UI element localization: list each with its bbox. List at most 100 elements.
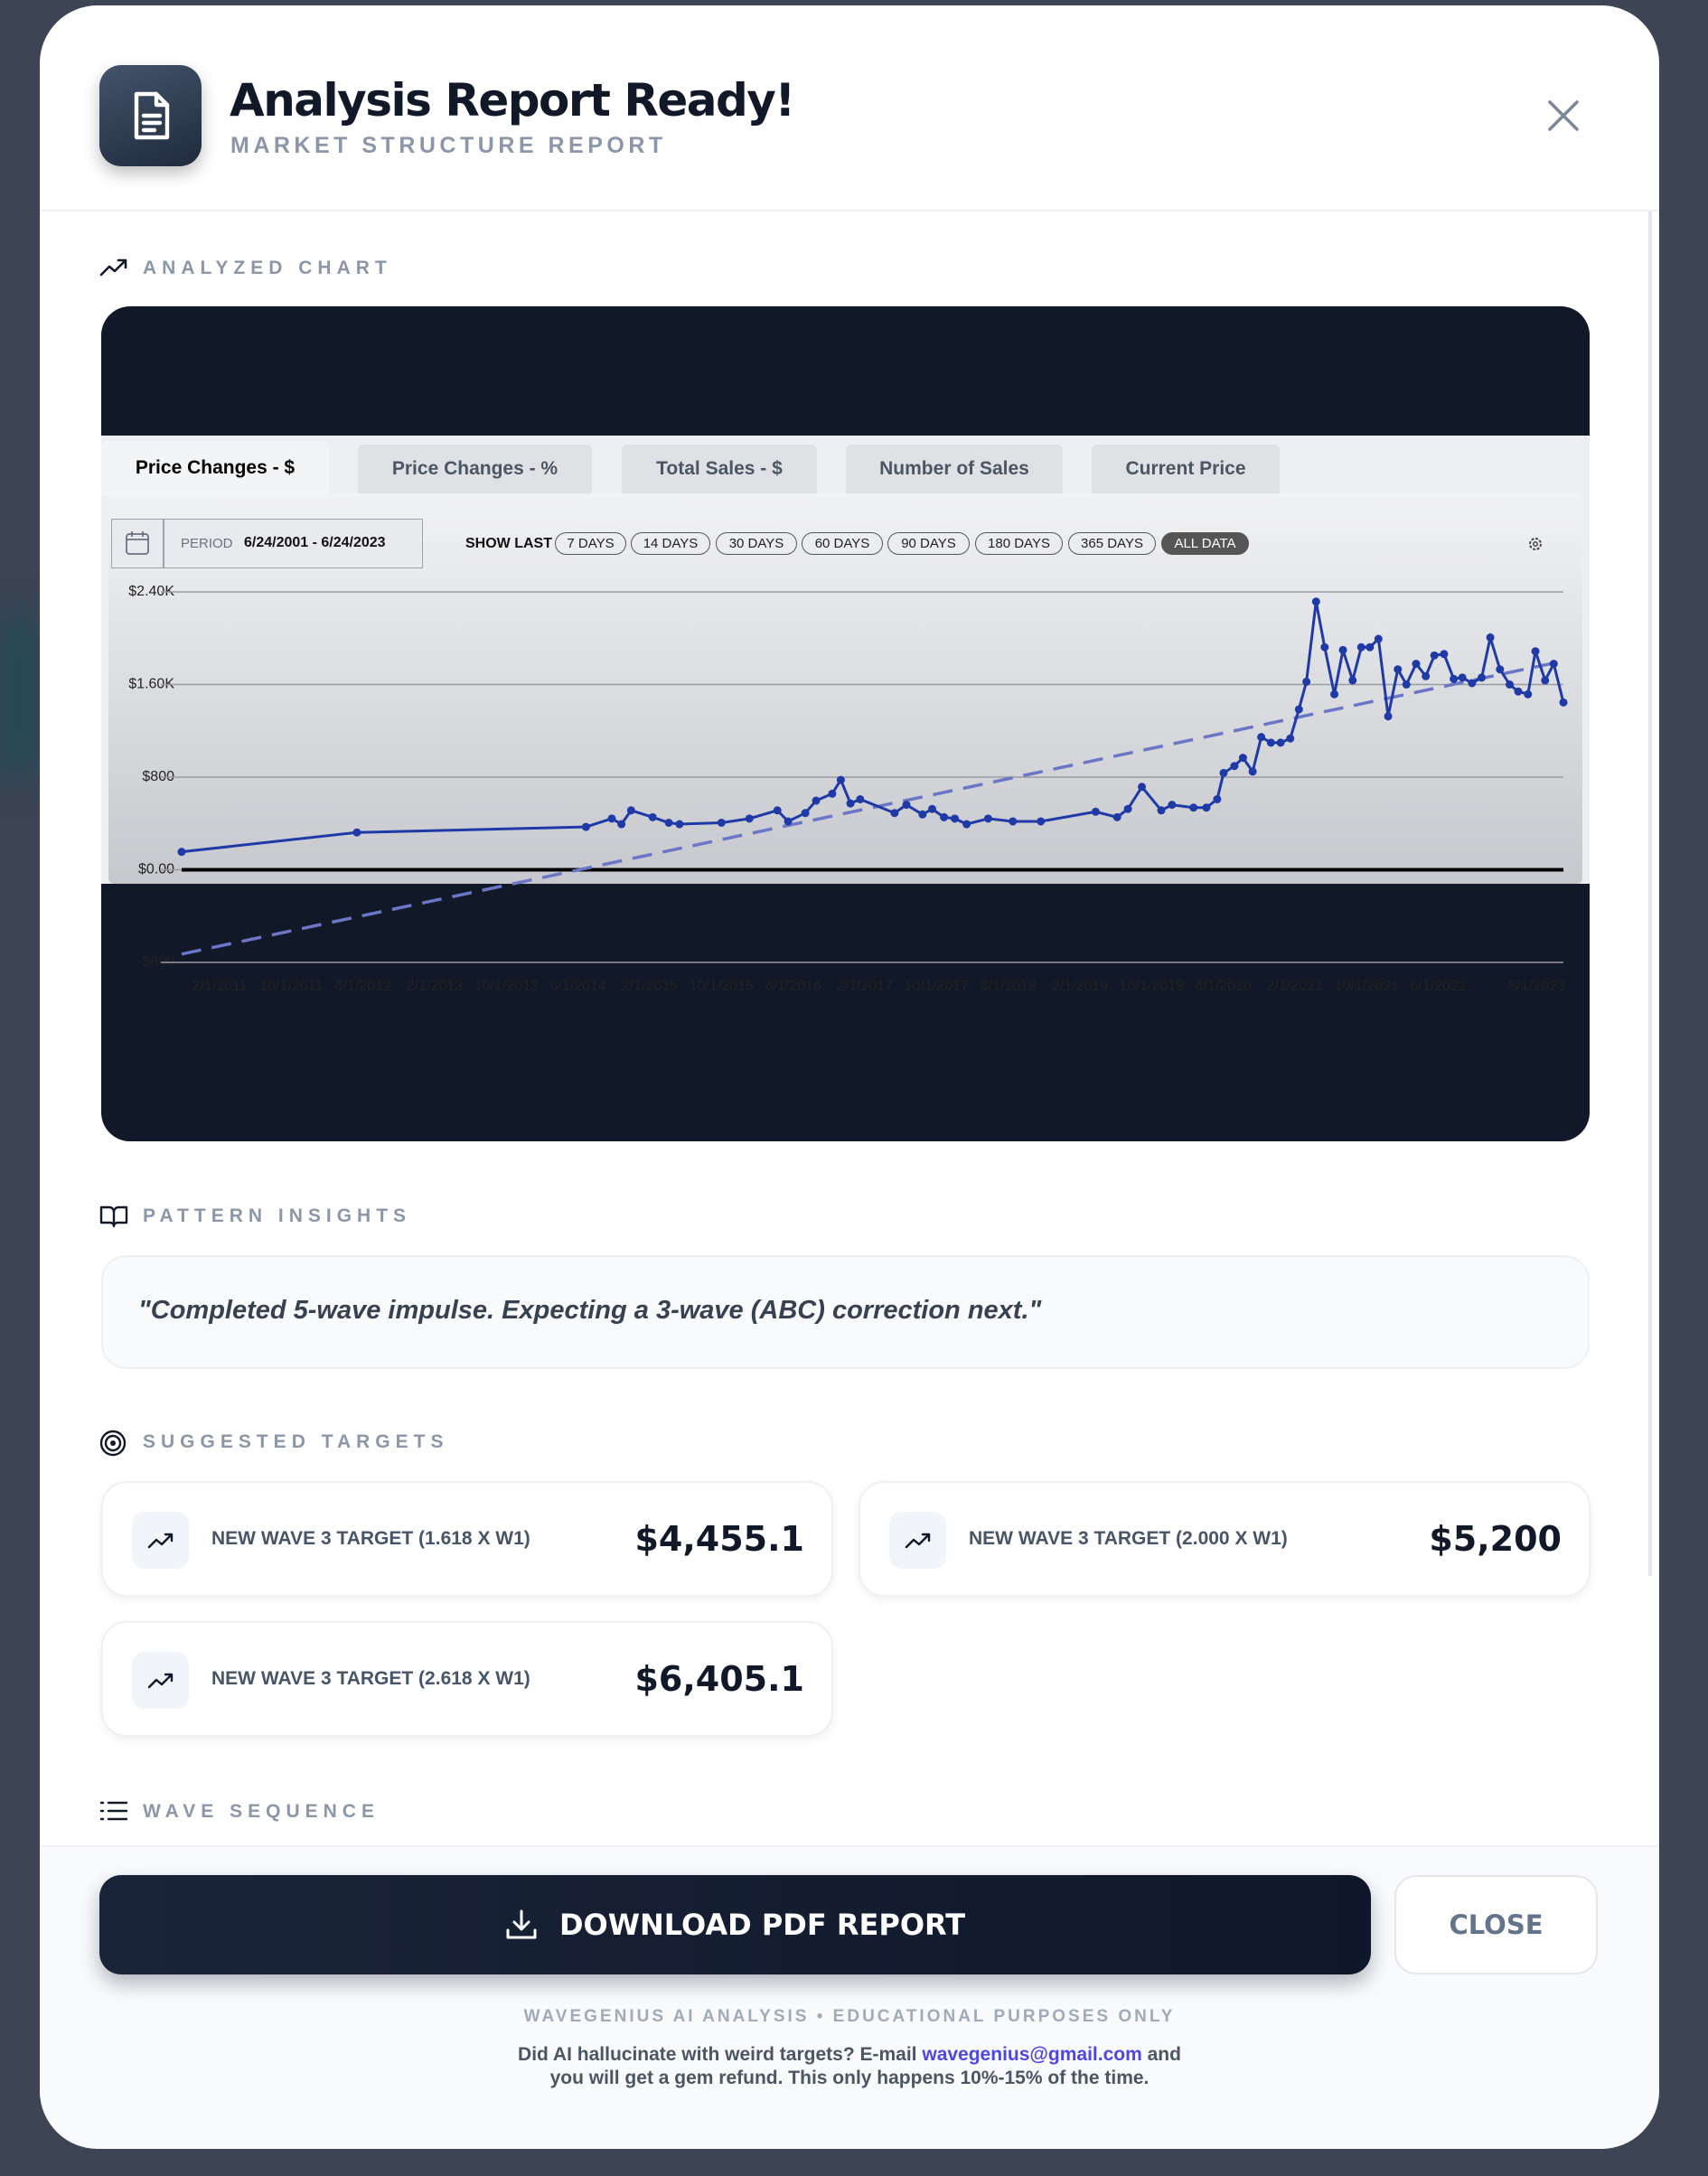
data-point	[1213, 794, 1222, 803]
range-button[interactable]: 365 DAYS	[1068, 532, 1156, 555]
data-point	[352, 828, 361, 837]
calendar-icon	[126, 531, 149, 555]
data-point	[1338, 645, 1347, 654]
data-point	[928, 804, 937, 813]
x-tick-label: 2/1/2019	[1052, 979, 1108, 994]
data-point	[1112, 812, 1121, 821]
data-point	[1230, 762, 1239, 771]
data-point	[1037, 817, 1046, 826]
close-icon[interactable]	[1547, 99, 1580, 132]
data-point	[617, 820, 626, 829]
data-point	[1541, 676, 1550, 685]
range-button[interactable]: 14 DAYS	[631, 532, 710, 555]
data-point	[1506, 680, 1515, 689]
data-point	[836, 775, 845, 784]
tab[interactable]: Total Sales - $	[622, 445, 817, 493]
x-tick-label: 6/1/2018	[981, 979, 1037, 994]
data-point	[951, 814, 960, 823]
trend-icon	[147, 1673, 173, 1688]
data-point	[1356, 642, 1365, 652]
data-point	[581, 822, 590, 831]
data-point	[784, 817, 793, 826]
x-tick-label: 10/1/2017	[905, 979, 969, 994]
close-button[interactable]: CLOSE	[1394, 1875, 1598, 1974]
data-point	[1294, 705, 1303, 714]
data-point	[1189, 803, 1198, 812]
scrollbar	[1648, 211, 1652, 1576]
y-tick-label: $800	[142, 769, 174, 784]
x-tick-label: 10/1/2015	[690, 979, 754, 994]
period-label: PERIOD	[181, 536, 233, 551]
data-point	[1450, 674, 1459, 683]
data-point	[1248, 767, 1257, 776]
data-point	[1091, 807, 1100, 816]
range-button[interactable]: 30 DAYS	[716, 532, 797, 555]
x-tick-label: 6/1/2022	[1410, 979, 1466, 994]
insight-box	[101, 1255, 1590, 1369]
tab[interactable]: Price Changes - $	[101, 441, 329, 495]
data-point	[1348, 676, 1357, 685]
period-box[interactable]: PERIOD 6/24/2001 - 6/24/2023	[111, 519, 423, 568]
subtitle: MARKET STRUCTURE REPORT	[230, 133, 667, 158]
range-button[interactable]: 60 DAYS	[802, 532, 883, 555]
target-icon	[99, 1430, 127, 1457]
data-point	[1157, 806, 1166, 815]
target-value: $6,405.1	[634, 1659, 804, 1699]
x-tick-label: 2/1/2011	[192, 979, 247, 994]
icon-box	[132, 1512, 189, 1569]
tab[interactable]: Current Price	[1092, 445, 1280, 493]
data-point	[940, 812, 949, 821]
trend-icon	[99, 258, 127, 277]
data-point	[1402, 680, 1411, 689]
email-link[interactable]: wavegenius@gmail.com	[922, 2044, 1142, 2065]
download-button[interactable]: DOWNLOAD PDF REPORT	[99, 1875, 1371, 1974]
range-button[interactable]: 180 DAYS	[975, 532, 1063, 555]
section-heading: PATTERN INSIGHTS	[143, 1205, 412, 1226]
x-tick-label: 6/1/2016	[765, 979, 821, 994]
tab[interactable]: Number of Sales	[846, 445, 1063, 493]
data-point	[1138, 783, 1147, 792]
icon-box	[132, 1652, 189, 1709]
data-point	[1320, 642, 1329, 652]
data-point	[1422, 671, 1431, 680]
data-point	[1302, 677, 1311, 686]
data-point	[1478, 673, 1487, 682]
data-point	[856, 794, 865, 803]
show-last-label: SHOW LAST	[465, 536, 552, 551]
tab[interactable]: Price Changes - %	[358, 445, 592, 493]
target-card: NEW WAVE 3 TARGET (2.000 X W1) $5,200	[859, 1481, 1591, 1597]
data-point	[1514, 687, 1523, 696]
note-text: you will get a gem refund. This only hap…	[549, 2068, 1150, 2088]
refund-note: Did AI hallucinate with weird targets? E…	[40, 2043, 1659, 2090]
list-icon	[99, 1801, 128, 1821]
range-button[interactable]: 90 DAYS	[887, 532, 970, 555]
period-separator	[163, 520, 164, 567]
data-point	[1168, 801, 1177, 810]
data-point	[745, 814, 754, 823]
range-button[interactable]: 7 DAYS	[555, 532, 626, 555]
x-tick-label: 2/1/2021	[1267, 979, 1323, 994]
title: Analysis Report Ready!	[230, 74, 795, 127]
data-point	[918, 810, 927, 819]
data-point	[675, 820, 684, 829]
x-tick-label: 10/1/2021	[1335, 979, 1399, 994]
icon-box	[889, 1512, 946, 1569]
data-point	[962, 820, 971, 829]
data-point	[664, 818, 673, 827]
x-tick-label: 2/1/2013	[407, 979, 463, 994]
book-icon	[99, 1205, 128, 1228]
divider	[40, 210, 1659, 211]
period-value: 6/24/2001 - 6/24/2023	[244, 535, 386, 550]
data-point	[1559, 698, 1568, 707]
range-button[interactable]: ALL DATA	[1161, 532, 1249, 555]
target-value: $5,200	[1429, 1519, 1562, 1559]
data-point	[1486, 633, 1495, 642]
data-point	[1458, 673, 1467, 682]
data-point	[177, 848, 186, 857]
data-point	[1276, 738, 1285, 747]
data-point	[1330, 689, 1339, 699]
target-label: NEW WAVE 3 TARGET (2.000 X W1)	[969, 1528, 1288, 1549]
settings-icon[interactable]	[1527, 536, 1544, 552]
